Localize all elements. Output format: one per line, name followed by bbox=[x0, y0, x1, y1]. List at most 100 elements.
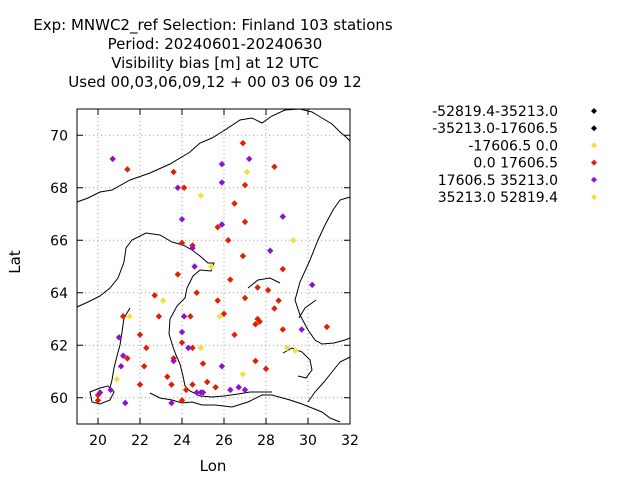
data-point-s3-2 bbox=[180, 184, 188, 191]
data-point-s4-6 bbox=[279, 213, 286, 220]
data-point-s4-28 bbox=[122, 399, 129, 407]
data-point-s4-16 bbox=[120, 352, 127, 359]
x-tick-label-2: 24 bbox=[173, 433, 191, 449]
data-point-s3-9 bbox=[225, 237, 232, 244]
data-point-s4-11 bbox=[309, 281, 316, 289]
data-point-s4-0 bbox=[109, 155, 116, 163]
data-point-s3-51 bbox=[178, 397, 186, 404]
data-point-s3-27 bbox=[271, 305, 278, 312]
data-point-s3-36 bbox=[143, 344, 150, 352]
chart-title-line-1: Exp: MNWC2_ref Selection: Finland 103 st… bbox=[33, 16, 393, 35]
data-point-s4-14 bbox=[298, 326, 305, 333]
data-point-s4-4 bbox=[218, 179, 226, 186]
data-point-s4-30 bbox=[197, 389, 205, 396]
legend-marker-3 bbox=[591, 159, 597, 166]
legend-marker-2 bbox=[591, 142, 597, 149]
data-point-s2-2 bbox=[290, 237, 297, 244]
data-point-s4-7 bbox=[218, 221, 226, 228]
legend-marker-5 bbox=[591, 194, 597, 200]
chart-title-line-2: Period: 20240601-20240630 bbox=[108, 35, 323, 53]
data-point-s3-13 bbox=[279, 265, 286, 273]
x-axis-label: Lon bbox=[200, 457, 227, 475]
data-point-s3-39 bbox=[141, 363, 148, 370]
data-point-s3-34 bbox=[279, 326, 286, 333]
legend-marker-0 bbox=[591, 108, 597, 114]
data-point-s3-26 bbox=[220, 310, 228, 317]
data-point-s3-37 bbox=[189, 344, 196, 352]
y-tick-label-5: 70 bbox=[50, 128, 68, 144]
legend-label-2: -17606.5 0.0 bbox=[468, 138, 558, 154]
data-point-s3-8 bbox=[214, 223, 221, 231]
data-point-s2-5 bbox=[159, 297, 167, 304]
data-point-s3-17 bbox=[264, 286, 272, 294]
legend: -52819.4-35213.0-35213.0-17606.5-17606.5… bbox=[432, 104, 597, 206]
data-point-s3-22 bbox=[275, 297, 282, 304]
data-point-s3-41 bbox=[199, 360, 207, 367]
data-point-s3-46 bbox=[204, 378, 211, 386]
data-point-s3-19 bbox=[151, 292, 158, 299]
data-point-s4-29 bbox=[168, 399, 175, 407]
data-point-s3-5 bbox=[241, 181, 249, 189]
data-point-s3-1 bbox=[170, 168, 177, 176]
legend-label-0: -52819.4-35213.0 bbox=[432, 104, 558, 120]
data-point-s3-32 bbox=[231, 331, 238, 338]
y-tick-label-1: 62 bbox=[50, 338, 68, 354]
data-point-s3-49 bbox=[183, 386, 190, 394]
data-point-s3-29 bbox=[256, 318, 263, 325]
data-point-s4-8 bbox=[189, 244, 196, 252]
data-point-s3-47 bbox=[136, 381, 144, 388]
data-point-s3-25 bbox=[187, 313, 194, 320]
data-point-s4-1 bbox=[246, 155, 253, 163]
data-point-s3-24 bbox=[155, 313, 163, 320]
data-point-s3-3 bbox=[239, 139, 247, 147]
data-point-s2-4 bbox=[216, 313, 223, 320]
data-point-s4-22 bbox=[96, 389, 104, 396]
data-point-s3-23 bbox=[120, 313, 127, 320]
legend-marker-1 bbox=[591, 125, 597, 132]
data-point-s4-9 bbox=[267, 247, 274, 254]
data-point-s3-33 bbox=[178, 339, 186, 346]
data-point-s3-6 bbox=[231, 200, 238, 207]
data-point-s2-3 bbox=[208, 263, 215, 270]
data-point-s4-3 bbox=[174, 184, 181, 191]
data-point-s3-52 bbox=[94, 397, 102, 404]
data-point-s4-26 bbox=[241, 386, 249, 394]
data-point-s4-2 bbox=[218, 160, 226, 168]
chart-title-line-3: Visibility bias [m] at 12 UTC bbox=[111, 54, 319, 72]
x-tick-label-6: 32 bbox=[341, 433, 359, 449]
y-axis-label: Lat bbox=[6, 250, 24, 274]
data-point-s4-19 bbox=[170, 357, 177, 365]
data-point-s3-30 bbox=[252, 321, 259, 328]
x-tick-label-4: 28 bbox=[257, 433, 275, 449]
data-point-s2-10 bbox=[292, 347, 299, 354]
plot-frame bbox=[76, 108, 351, 425]
legend-marker-4 bbox=[591, 176, 597, 183]
data-point-s2-0 bbox=[197, 192, 205, 199]
x-tick-label-0: 20 bbox=[89, 433, 107, 449]
data-point-s3-15 bbox=[227, 276, 234, 283]
data-point-s3-18 bbox=[193, 289, 200, 296]
data-point-s3-7 bbox=[241, 218, 249, 226]
coastline-map bbox=[76, 108, 351, 423]
data-points bbox=[94, 139, 331, 407]
y-tick-label-4: 68 bbox=[50, 181, 68, 197]
legend-label-1: -35213.0-17606.5 bbox=[432, 121, 558, 137]
data-point-s4-21 bbox=[107, 386, 114, 394]
data-point-s4-15 bbox=[115, 334, 123, 341]
data-point-s4-20 bbox=[218, 363, 226, 370]
data-point-s4-18 bbox=[117, 363, 125, 370]
data-point-s2-11 bbox=[239, 370, 247, 378]
data-point-s2-1 bbox=[243, 168, 251, 176]
legend-label-4: 17606.5 35213.0 bbox=[438, 173, 558, 189]
data-point-s4-13 bbox=[178, 328, 186, 336]
data-point-s4-17 bbox=[185, 344, 192, 352]
data-point-s3-0 bbox=[124, 166, 131, 173]
data-point-s3-38 bbox=[124, 355, 131, 362]
legend-label-3: 0.0 17606.5 bbox=[473, 156, 558, 172]
data-point-s3-14 bbox=[174, 271, 181, 278]
data-point-s4-27 bbox=[227, 386, 234, 394]
data-point-s3-43 bbox=[262, 365, 270, 373]
data-point-s3-12 bbox=[239, 252, 247, 260]
data-point-s2-9 bbox=[283, 344, 291, 352]
